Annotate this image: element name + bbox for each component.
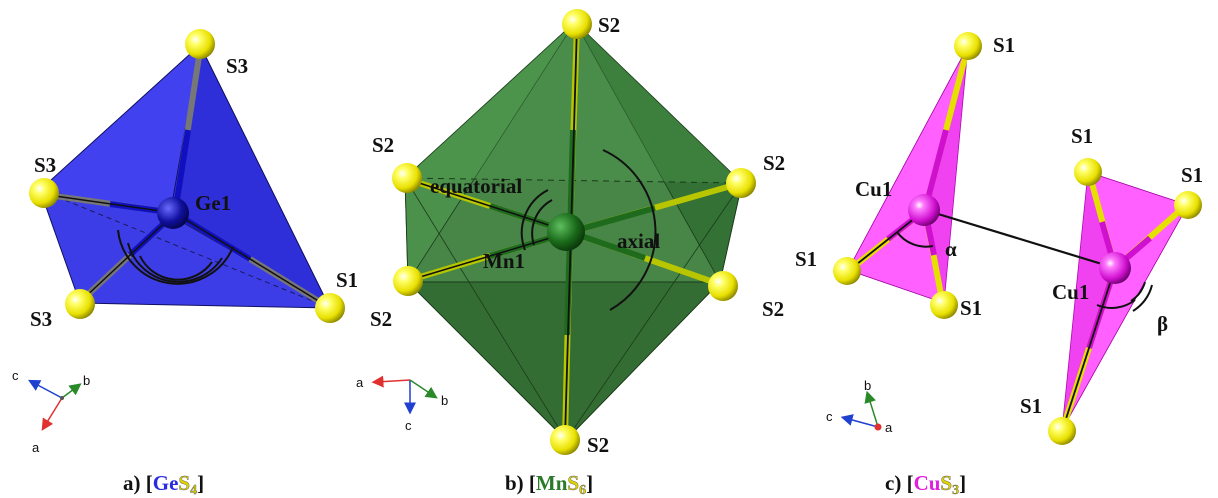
label-mn1: Mn1 xyxy=(483,249,525,273)
s1-atom-left-top xyxy=(954,32,982,60)
axis-b-label-b: b xyxy=(441,393,448,408)
label-s2-upper-right: S2 xyxy=(763,151,785,175)
label-s2-lower-left: S2 xyxy=(370,307,392,331)
caption-a: a) [GeS4] xyxy=(123,471,204,498)
cu-angle-arcs xyxy=(896,231,1153,312)
label-s2-upper-left: S2 xyxy=(372,133,394,157)
panel-c-cus3: S1 S1 S1 S1 S1 S1 Cu1 Cu1 α β b c a c) [… xyxy=(795,32,1203,498)
label-s1-right-top-right: S1 xyxy=(1181,163,1203,187)
ge1-atom xyxy=(157,197,189,229)
mn1-atom xyxy=(547,213,585,251)
axis-b-label-c: c xyxy=(405,418,412,433)
s1-atom-right xyxy=(315,293,345,323)
cu1-atom-right xyxy=(1099,252,1131,284)
label-s1-right: S1 xyxy=(336,268,358,292)
axis-a-label-a: a xyxy=(32,440,40,455)
axis-a-label-b: b xyxy=(83,373,90,388)
label-s1-left-left: S1 xyxy=(795,247,817,271)
label-s1-left-top: S1 xyxy=(993,33,1015,57)
label-equatorial: equatorial xyxy=(430,174,522,198)
s1-atom-right-top-left xyxy=(1074,158,1102,186)
axis-c-label-a: a xyxy=(885,420,893,435)
s1-atom-left-bottom xyxy=(930,291,958,319)
axis-b-label-a: a xyxy=(356,375,364,390)
axis-indicator-a: c a b xyxy=(12,368,90,455)
label-alpha: α xyxy=(945,237,957,261)
label-s2-lower-right: S2 xyxy=(762,297,784,321)
label-s1-right-top-left: S1 xyxy=(1071,124,1093,148)
label-cu1-left: Cu1 xyxy=(855,177,892,201)
label-s2-bottom: S2 xyxy=(587,433,609,457)
label-s2-top: S2 xyxy=(598,13,620,37)
s2-atom-upper-right xyxy=(726,168,756,198)
label-s3-bottom-left: S3 xyxy=(30,307,52,331)
mn-angle-arcs xyxy=(520,149,657,311)
s2-atom-top xyxy=(562,9,592,39)
label-s1-left-bottom: S1 xyxy=(960,296,982,320)
caption-b: b) [MnS6] xyxy=(505,471,593,498)
axis-indicator-b: a c b xyxy=(356,375,448,433)
cu-triangle-left xyxy=(847,45,969,304)
cu1-atom-left xyxy=(908,194,940,226)
axis-indicator-c: b c a xyxy=(826,378,893,435)
axis-c-label-b: b xyxy=(864,378,871,393)
label-axial: axial xyxy=(617,229,660,253)
s2-atom-bottom xyxy=(550,425,580,455)
cu-triangle-right xyxy=(1061,171,1189,431)
s2-atom-lower-right xyxy=(708,271,738,301)
panel-b-mns6: S2 S2 S2 S2 S2 S2 Mn1 equatorial axial a… xyxy=(356,9,785,498)
s1-atom-right-bottom xyxy=(1048,417,1076,445)
ge-tetrahedron xyxy=(39,43,331,310)
s3-atom-bottom-left xyxy=(65,289,95,319)
panel-a-ges4: S3 S3 S3 S1 Ge1 c a b a) [GeS4] xyxy=(12,29,358,498)
s1-atom-left-left xyxy=(833,257,861,285)
label-beta: β xyxy=(1157,312,1168,336)
label-ge1: Ge1 xyxy=(195,191,231,215)
tetrahedral-angle-arcs xyxy=(117,229,234,285)
label-cu1-right: Cu1 xyxy=(1052,280,1089,304)
axis-c-label-c: c xyxy=(826,409,833,424)
label-s3-left: S3 xyxy=(34,153,56,177)
s2-atom-lower-left xyxy=(393,266,423,296)
s1-atom-right-top-right xyxy=(1174,191,1202,219)
caption-c: c) [CuS3] xyxy=(885,471,966,498)
s3-atom-left xyxy=(29,178,59,208)
axis-a-label-c: c xyxy=(12,368,19,383)
label-s1-right-bottom: S1 xyxy=(1020,394,1042,418)
label-s3-top: S3 xyxy=(226,54,248,78)
s3-atom-top xyxy=(185,29,215,59)
s2-atom-upper-left xyxy=(392,163,422,193)
